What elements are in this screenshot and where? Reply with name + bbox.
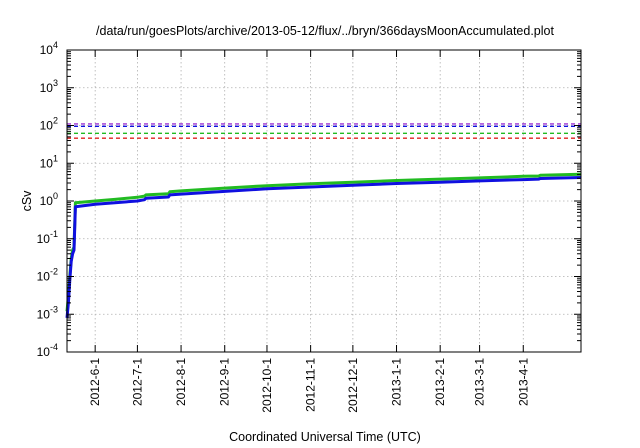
chart-title: /data/run/goesPlots/archive/2013-05-12/f… bbox=[96, 24, 554, 38]
x-tick-label: 2013-3-1 bbox=[473, 358, 487, 406]
x-tick-label: 2013-2-1 bbox=[433, 358, 447, 406]
threshold-lines bbox=[67, 123, 581, 139]
y-tick-label: 10-1 bbox=[37, 229, 58, 246]
grid-lines bbox=[67, 50, 581, 352]
x-tick-labels: 2012-6-1 2012-7-1 2012-8-1 2012-9-1 2012-10-… bbox=[88, 358, 530, 413]
y-tick-label: 104 bbox=[40, 40, 58, 57]
series-line bbox=[65, 176, 582, 319]
y-tick-label: 10-2 bbox=[37, 267, 58, 284]
x-tick-label: 2012-8-1 bbox=[174, 358, 188, 406]
y-tick-label: 101 bbox=[40, 153, 58, 170]
x-tick-label: 2012-12-1 bbox=[346, 358, 360, 413]
y-tick-label: 10-4 bbox=[37, 342, 58, 359]
x-tick-label: 2012-7-1 bbox=[130, 358, 144, 406]
y-tick-labels: 10-4 10-3 10-2 10-1 100 101 102 103 104 bbox=[37, 40, 58, 359]
y-tick-label: 100 bbox=[40, 191, 58, 208]
series-line bbox=[65, 172, 582, 312]
x-axis-label: Coordinated Universal Time (UTC) bbox=[229, 430, 421, 444]
y-tick-label: 103 bbox=[40, 78, 58, 95]
x-tick-label: 2012-10-1 bbox=[260, 358, 274, 413]
x-tick-label: 2012-11-1 bbox=[304, 358, 318, 412]
y-axis-label: cSv bbox=[20, 190, 34, 212]
x-tick-label: 2012-9-1 bbox=[218, 358, 232, 406]
y-tick-label: 102 bbox=[40, 116, 58, 133]
x-tick-label: 2013-4-1 bbox=[516, 358, 530, 406]
y-tick-label: 10-3 bbox=[37, 304, 58, 321]
x-tick-label: 2012-6-1 bbox=[88, 358, 102, 406]
series-lines bbox=[65, 172, 582, 319]
x-tick-label: 2013-1-1 bbox=[390, 358, 404, 406]
tick-marks bbox=[67, 49, 581, 353]
